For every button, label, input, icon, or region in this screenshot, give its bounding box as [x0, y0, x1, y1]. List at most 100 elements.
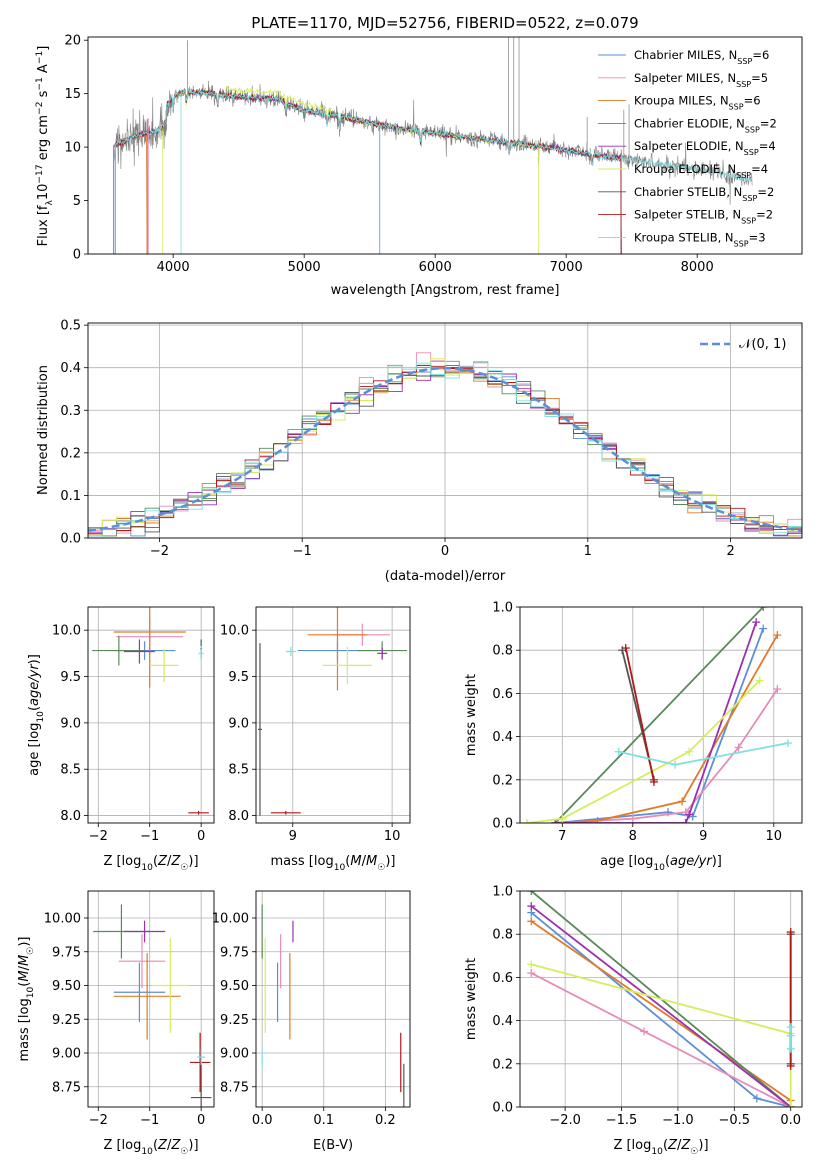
- legend-label-salpeter_miles: Salpeter MILES, NSSP=5: [634, 71, 768, 89]
- weight-line-salpeter_elodie: [530, 905, 792, 1107]
- legend-label-salpeter_elodie: Salpeter ELODIE, NSSP=4: [634, 139, 776, 157]
- weight-marker-chabrier_miles: [752, 1094, 761, 1103]
- legend-label-chabrier_elodie: Chabrier ELODIE, NSSP=2: [634, 116, 777, 133]
- x-axis-label: E(B-V): [313, 1138, 353, 1153]
- x-axis-label: (data-model)/error: [385, 569, 506, 584]
- weight-marker-chabrier_elodie: [759, 607, 768, 611]
- legend-label-kroupa_miles: Kroupa MILES, NSSP=6: [634, 94, 761, 112]
- y-tick-label: 9.25: [220, 1013, 249, 1028]
- legend-label-chabrier_stelib: Chabrier STELIB, NSSP=2: [634, 185, 774, 203]
- weight-marker-kroupa_elodie: [786, 1103, 795, 1107]
- weight-line-kroupa_miles: [555, 634, 779, 823]
- y-tick-label: 0.2: [60, 446, 81, 461]
- weight-marker-kroupa_miles: [527, 917, 536, 926]
- y-tick-label: 10: [64, 141, 81, 156]
- y-tick-label: 10.0: [52, 624, 81, 639]
- axes-age_vs_mass: 9 10 8.0 8.5 9.0 9.5 10.0: [220, 607, 410, 844]
- y-tick-label: 8.5: [60, 763, 81, 778]
- weight-marker-salpeter_stelib: [786, 928, 795, 937]
- x-tick-label: 10: [766, 829, 783, 844]
- plot-area-residuals: [88, 352, 802, 538]
- weight-marker-kroupa_elodie: [558, 814, 567, 823]
- weight-marker-salpeter_miles: [773, 685, 782, 694]
- x-tick-label: −1: [140, 1113, 159, 1128]
- x-tick-label: −2: [89, 1113, 108, 1128]
- x-tick-label: −1: [140, 829, 159, 844]
- axes-frame: [519, 606, 803, 824]
- weight-marker-salpeter_elodie: [681, 819, 690, 823]
- y-axis-label: mass [log10(M/M☉)]: [17, 937, 36, 1062]
- y-tick-label: 20: [64, 34, 81, 49]
- axes-frame: [255, 606, 411, 824]
- plot-area-mass_vs_ebv: [261, 904, 405, 1107]
- y-tick-label: 0.8: [492, 644, 513, 659]
- axes-frame: [255, 890, 411, 1108]
- plot-area-mass_vs_z: [93, 904, 212, 1107]
- weight-marker-chabrier_elodie: [527, 891, 536, 895]
- weight-marker-kroupa_stelib: [614, 747, 623, 756]
- y-tick-label: 10.00: [212, 912, 249, 927]
- weight-line-salpeter_miles: [555, 688, 779, 823]
- y-tick-label: 9.0: [60, 716, 81, 731]
- y-tick-label: 1.0: [492, 601, 513, 616]
- model-spectrum-salpeter_stelib: [115, 88, 622, 254]
- axes-residuals: −2 −1 0 1 2 0.0 0.1 0.2 0.3 0.4 0.5: [60, 319, 802, 559]
- weight-marker-salpeter_miles: [527, 969, 536, 978]
- y-tick-label: 8.75: [220, 1080, 249, 1095]
- y-tick-label: 0.6: [492, 971, 513, 986]
- weight-marker-chabrier_miles: [759, 624, 768, 633]
- y-tick-label: 0.5: [60, 319, 81, 334]
- y-axis-label: age [log10(age/yr)]: [27, 654, 46, 776]
- y-tick-label: 9.50: [220, 979, 249, 994]
- y-tick-label: 0.3: [60, 404, 81, 419]
- x-tick-label: 0.0: [780, 1113, 801, 1128]
- weight-marker-salpeter_miles: [628, 814, 637, 823]
- model-spectrum-salpeter_elodie: [115, 88, 622, 254]
- weight-marker-salpeter_elodie: [685, 810, 694, 819]
- y-tick-label: 0.0: [60, 532, 81, 547]
- x-tick-label: 10: [384, 829, 401, 844]
- weight-marker-salpeter_elodie: [527, 902, 536, 911]
- weight-line-salpeter_miles: [530, 972, 792, 1107]
- y-tick-label: 0.1: [60, 489, 81, 504]
- weight-marker-salpeter_stelib: [786, 1061, 795, 1070]
- x-axis-label: wavelength [Angstrom, rest frame]: [331, 283, 560, 298]
- y-tick-label: 0.0: [492, 1101, 513, 1116]
- x-axis-label: mass [log10(M/M☉)]: [271, 854, 396, 873]
- x-tick-label: 4000: [157, 260, 190, 275]
- legend-label-kroupa_elodie: Kroupa ELODIE, NSSP=4: [634, 162, 768, 180]
- weight-marker-kroupa_stelib: [786, 1031, 795, 1040]
- y-tick-label: 0.2: [492, 773, 513, 788]
- x-tick-label: −1.0: [662, 1113, 694, 1128]
- model-spectrum-chabrier_stelib: [115, 87, 622, 254]
- y-tick-label: 9.0: [228, 716, 249, 731]
- y-tick-label: 8.0: [228, 809, 249, 824]
- weight-marker-kroupa_elodie: [755, 676, 764, 685]
- y-tick-label: 0: [73, 248, 81, 263]
- y-axis-label: Normed distribution: [36, 365, 51, 495]
- weight-line-chabrier_elodie: [554, 607, 764, 823]
- weight-marker-salpeter_miles: [640, 1027, 649, 1036]
- histogram-kroupa_stelib: [88, 362, 802, 538]
- y-tick-label: 0.2: [492, 1057, 513, 1072]
- y-tick-label: 0.4: [492, 1014, 513, 1029]
- axes-weight_vs_z: −2.0 −1.5 −1.0 −0.5 0.0 0.0 0.2 0.4 0.6 0.8 1.0: [492, 885, 802, 1128]
- chart-title: PLATE=1170, MJD=52756, FIBERID=0522, z=0…: [251, 14, 638, 32]
- x-tick-label: 0: [197, 1113, 205, 1128]
- weight-line-kroupa_elodie: [526, 679, 761, 823]
- x-tick-label: −2: [150, 544, 169, 559]
- weight-marker-salpeter_stelib: [621, 644, 630, 653]
- x-axis-label: age [log10(age/yr)]: [600, 854, 722, 873]
- x-tick-label: −1: [293, 544, 312, 559]
- y-tick-label: 9.50: [52, 979, 81, 994]
- x-tick-label: 8000: [681, 260, 714, 275]
- x-tick-label: 8: [629, 829, 637, 844]
- axes-spectrum: 4000 5000 6000 7000 8000 0 5 10 15 20: [64, 34, 713, 275]
- x-tick-label: 1: [584, 544, 592, 559]
- axes-frame: [87, 890, 215, 1108]
- y-tick-label: 15: [64, 87, 81, 102]
- x-tick-label: 0.2: [375, 1113, 396, 1128]
- weight-marker-kroupa_stelib: [786, 1023, 795, 1032]
- axes-frame: [87, 36, 803, 255]
